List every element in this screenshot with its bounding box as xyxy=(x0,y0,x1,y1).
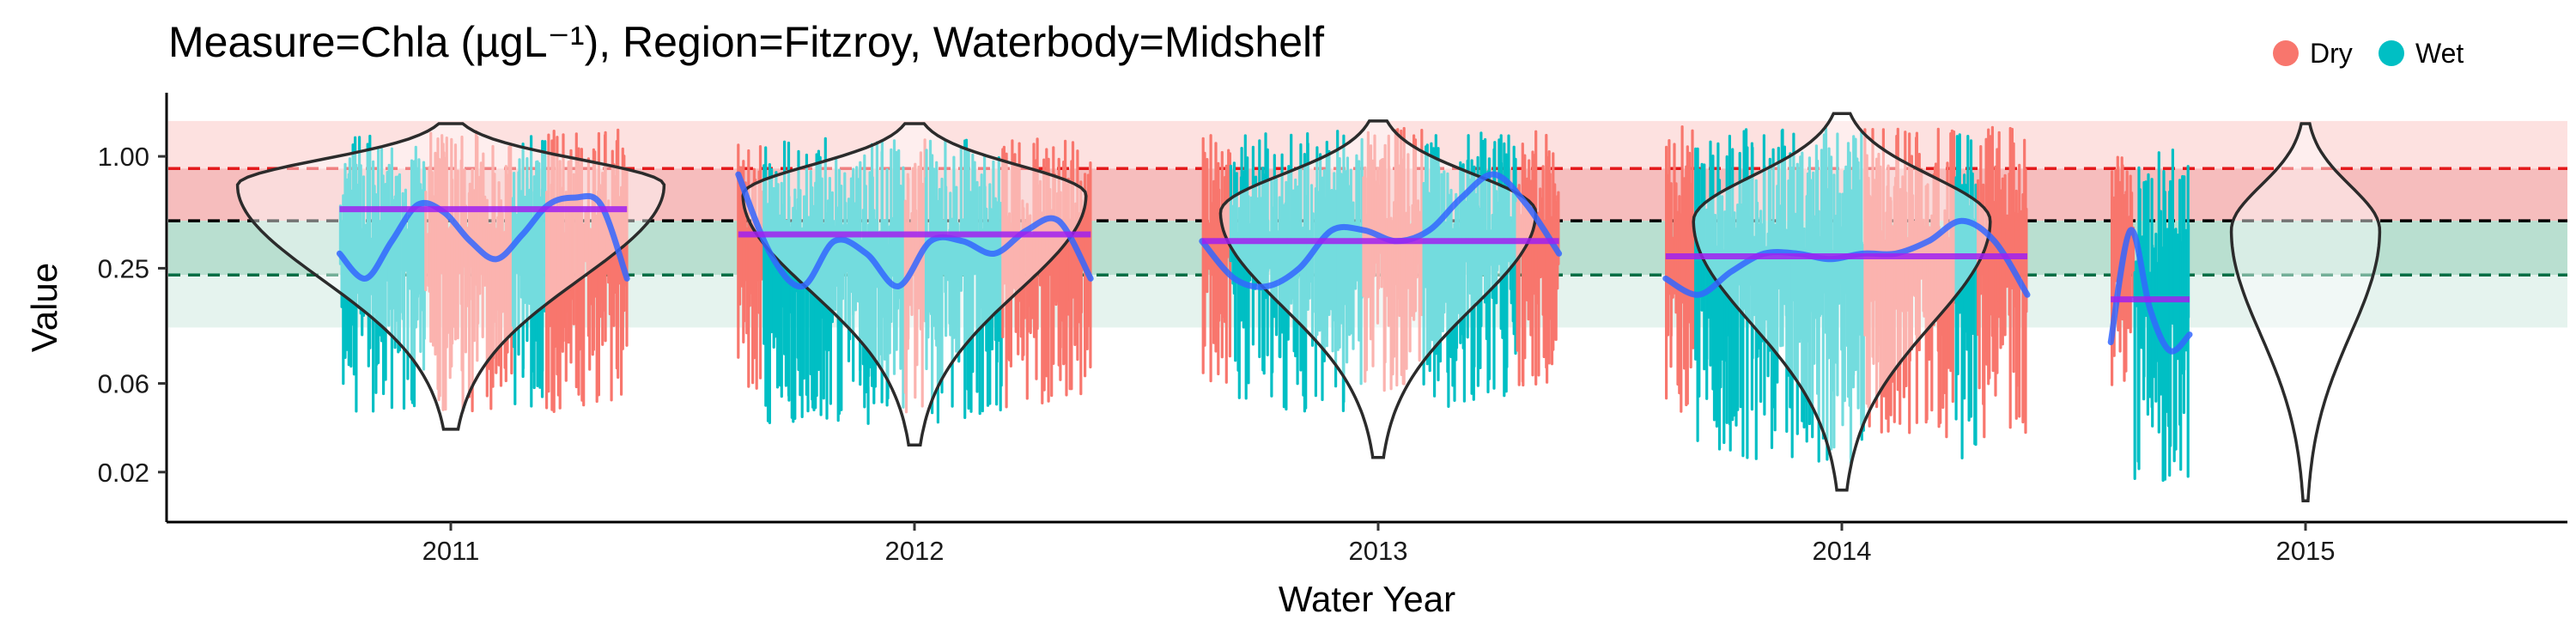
legend-label-wet: Wet xyxy=(2415,38,2464,69)
trend-line-2011 xyxy=(336,192,630,282)
legend: Dry Wet xyxy=(2273,38,2464,69)
violin-2012 xyxy=(741,122,1088,447)
x-tick-label: 2012 xyxy=(885,536,945,566)
legend-swatch-dry xyxy=(2273,40,2299,66)
x-axis-title: Water Year xyxy=(1279,579,1455,619)
violin-2015 xyxy=(2229,122,2382,503)
y-tick-label: 0.02 xyxy=(98,458,149,488)
trend-line-2012 xyxy=(735,171,1094,289)
legend-label-dry: Dry xyxy=(2310,38,2353,69)
trend-lines xyxy=(336,171,2193,355)
y-tick-label: 0.25 xyxy=(98,253,149,283)
y-tick-label: 1.00 xyxy=(98,142,149,172)
annual-means xyxy=(339,206,2190,303)
x-tick-label: 2011 xyxy=(422,536,480,566)
x-tick-label: 2015 xyxy=(2276,536,2336,566)
x-ticks: 2011 2012 2013 2014 2015 xyxy=(422,522,2336,566)
legend-swatch-wet xyxy=(2379,40,2404,66)
x-tick-label: 2013 xyxy=(1349,536,1408,566)
axes xyxy=(165,93,2567,524)
trend-line-2015 xyxy=(2107,227,2193,355)
y-ticks: 1.00 0.25 0.06 0.02 xyxy=(98,142,167,488)
y-tick-label: 0.06 xyxy=(98,369,149,399)
x-tick-label: 2014 xyxy=(1813,536,1872,566)
y-axis-title: Value xyxy=(24,263,64,352)
trend-line-2013 xyxy=(1199,171,1563,290)
violin-2014 xyxy=(1692,112,1992,492)
chart-title: Measure=Chla (µgL⁻¹), Region=Fitzroy, Wa… xyxy=(168,18,1325,66)
